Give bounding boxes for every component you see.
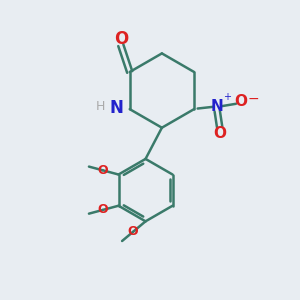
Text: −: − bbox=[248, 92, 260, 105]
Text: N: N bbox=[211, 99, 224, 114]
Text: O: O bbox=[98, 203, 108, 217]
Text: O: O bbox=[98, 164, 108, 177]
Text: +: + bbox=[223, 92, 231, 102]
Text: O: O bbox=[235, 94, 248, 109]
Text: H: H bbox=[95, 100, 105, 113]
Text: O: O bbox=[114, 30, 128, 48]
Text: O: O bbox=[213, 126, 226, 141]
Text: N: N bbox=[110, 99, 123, 117]
Text: O: O bbox=[128, 225, 138, 238]
